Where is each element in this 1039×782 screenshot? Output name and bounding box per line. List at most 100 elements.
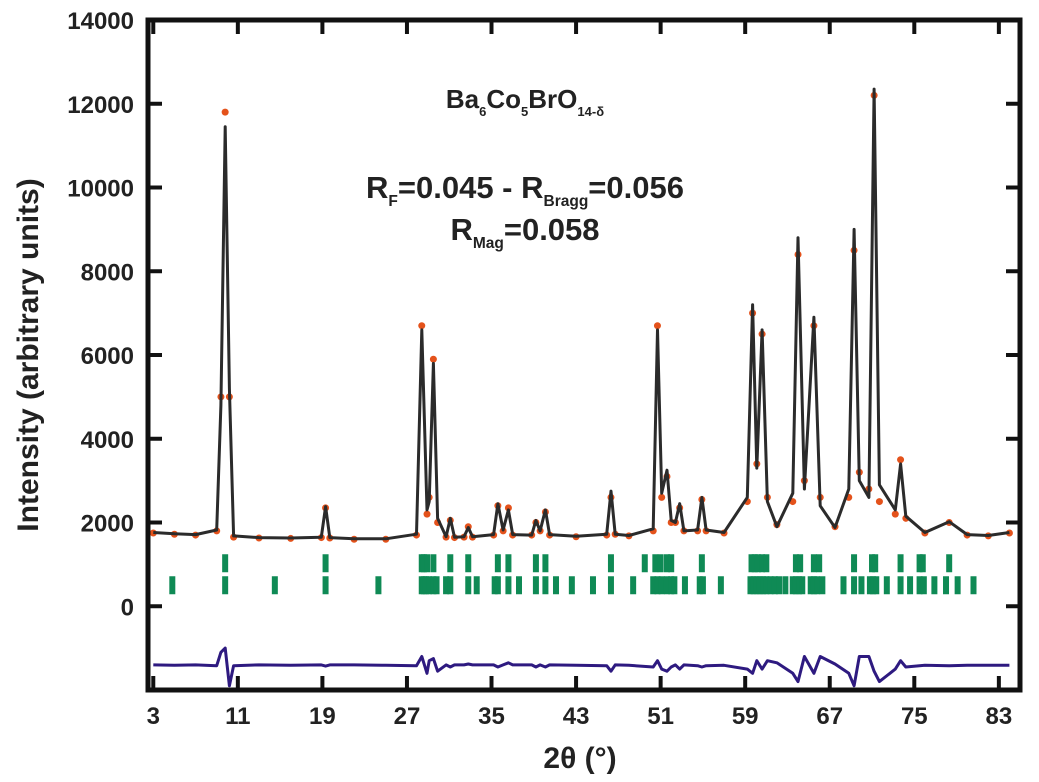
bragg-tick	[754, 554, 761, 573]
observed-point	[429, 355, 437, 363]
bragg-tick	[916, 554, 923, 573]
annotation-text: =0.045 - R	[398, 170, 544, 205]
annotation: Ba6Co5BrO14-δ	[446, 84, 604, 119]
calculated-line	[153, 87, 1010, 541]
bragg-tick	[851, 576, 858, 595]
bragg-tick	[789, 576, 796, 595]
bragg-tick	[776, 576, 783, 595]
bragg-tick	[658, 576, 665, 595]
annotation-text: Ba	[446, 84, 480, 114]
bragg-tick	[771, 576, 778, 595]
bragg-tick	[873, 576, 880, 595]
bragg-tick	[916, 576, 923, 595]
bragg-tick	[271, 576, 278, 595]
bragg-tick	[663, 576, 670, 595]
bragg-tick	[465, 554, 472, 573]
bragg-tick	[375, 576, 382, 595]
bragg-tick	[763, 554, 770, 573]
bragg-tick	[858, 576, 865, 595]
annotation-text: =0.058	[504, 212, 600, 247]
annotation-subscript: 6	[479, 104, 486, 119]
annotation: RF=0.045 - RBragg=0.056	[366, 170, 684, 210]
bragg-tick	[424, 554, 431, 573]
bragg-tick	[652, 554, 659, 573]
bragg-tick	[222, 576, 229, 595]
bragg-tick	[759, 554, 766, 573]
bragg-tick	[698, 554, 705, 573]
y-axis-label: Intensity (arbitrary units)	[12, 178, 45, 531]
annotation-subscript: F	[388, 193, 397, 210]
bragg-tick	[970, 576, 977, 595]
difference-line	[153, 646, 1010, 688]
annotation-text: Co	[486, 84, 521, 114]
x-tick-label: 83	[986, 703, 1013, 730]
bragg-tick	[767, 576, 774, 595]
bragg-tick	[763, 576, 770, 595]
bragg-tick	[919, 554, 926, 573]
bragg-tick	[589, 576, 596, 595]
bragg-tick	[819, 576, 826, 595]
bragg-tick	[814, 576, 821, 595]
bragg-tick	[883, 576, 890, 595]
bragg-tick	[430, 576, 437, 595]
bragg-tick	[169, 576, 176, 595]
bragg-tick	[751, 554, 758, 573]
bragg-tick	[552, 576, 559, 595]
bragg-tick	[810, 576, 817, 595]
bragg-tick	[931, 576, 938, 595]
bragg-tick	[542, 576, 549, 595]
y-tick-label: 0	[121, 594, 134, 621]
x-tick-label: 11	[225, 703, 250, 730]
bragg-tick	[668, 554, 675, 573]
observed-point	[504, 504, 512, 512]
bragg-tick	[747, 576, 754, 595]
bragg-tick	[869, 554, 876, 573]
bragg-tick	[641, 554, 648, 573]
annotation-text: R	[450, 212, 472, 247]
observed-point	[221, 108, 229, 116]
y-tick-label: 10000	[67, 176, 134, 203]
bragg-tick	[422, 576, 429, 595]
bragg-tick	[222, 554, 229, 573]
bragg-tick	[542, 554, 549, 573]
observed-point	[875, 498, 883, 506]
y-tick-label: 14000	[67, 8, 134, 35]
x-tick-label: 3	[147, 703, 160, 730]
bragg-tick	[657, 554, 664, 573]
bragg-tick	[799, 576, 806, 595]
x-tick-label: 27	[394, 703, 421, 730]
bragg-tick	[872, 554, 879, 573]
observed-point	[658, 493, 666, 501]
bragg-tick	[816, 554, 823, 573]
bragg-tick	[430, 554, 437, 573]
x-tick-label: 51	[647, 703, 674, 730]
bragg-tick	[897, 554, 904, 573]
bragg-tick	[699, 576, 706, 595]
bragg-tick	[750, 576, 757, 595]
bragg-tick	[696, 576, 703, 595]
annotation-text: BrO	[528, 84, 577, 114]
annotation-text: R	[366, 170, 388, 205]
annotation-subscript: Bragg	[544, 193, 589, 210]
bragg-tick	[792, 576, 799, 595]
observed-point	[653, 322, 661, 330]
bragg-tick	[907, 576, 914, 595]
bragg-tick	[807, 576, 814, 595]
annotation-text: =0.056	[588, 170, 684, 205]
x-tick-label: 67	[816, 703, 843, 730]
bragg-tick	[753, 576, 760, 595]
bragg-tick	[797, 554, 804, 573]
bragg-tick	[920, 576, 927, 595]
observed-point	[891, 510, 899, 518]
bragg-tick	[491, 576, 498, 595]
bragg-tick	[681, 576, 688, 595]
observed-point	[418, 322, 426, 330]
bragg-tick	[897, 576, 904, 595]
bragg-tick	[494, 554, 501, 573]
bragg-tick	[532, 554, 539, 573]
bragg-tick	[494, 576, 501, 595]
bragg-tick	[810, 554, 817, 573]
x-axis-label: 2θ (°)	[543, 742, 616, 775]
annotation-subscript: 14-δ	[577, 104, 604, 119]
y-tick-label: 4000	[81, 427, 134, 454]
